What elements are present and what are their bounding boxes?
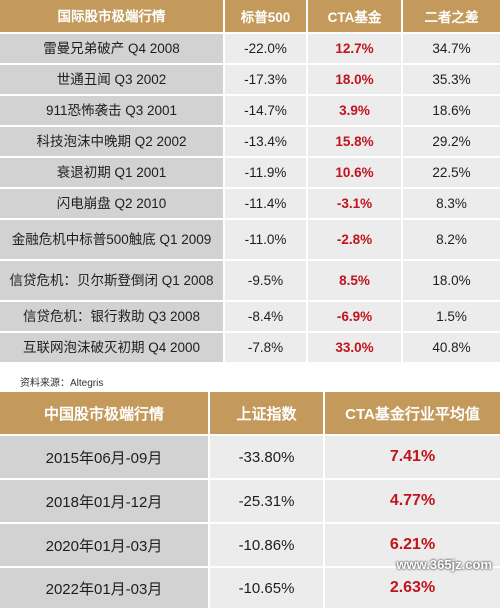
- cta-cell: 6.21%: [325, 524, 500, 568]
- table-row: 2015年06月-09月 -33.80% 7.41%: [0, 436, 500, 480]
- header-sp500: 标普500: [225, 0, 308, 34]
- table-row: 互联网泡沫破灭初期 Q4 2000 -7.8% 33.0% 40.8%: [0, 333, 500, 364]
- index-cell: -10.86%: [210, 524, 325, 568]
- table-row: 闪电崩盘 Q2 2010 -11.4% -3.1% 8.3%: [0, 189, 500, 220]
- sp500-cell: -17.3%: [225, 65, 308, 96]
- cta-cell: 4.77%: [325, 480, 500, 524]
- table-row: 衰退初期 Q1 2001 -11.9% 10.6% 22.5%: [0, 158, 500, 189]
- diff-cell: 1.5%: [403, 302, 500, 333]
- event-cell: 金融危机中标普500触底 Q1 2009: [0, 220, 225, 261]
- event-cell: 科技泡沫中晚期 Q2 2002: [0, 127, 225, 158]
- cta-cell: 3.9%: [308, 96, 403, 127]
- sp500-cell: -22.0%: [225, 34, 308, 65]
- watermark: www.365jz.com: [396, 557, 492, 572]
- cta-cell: 7.41%: [325, 436, 500, 480]
- cta-cell: 12.7%: [308, 34, 403, 65]
- table-row: 信贷危机：银行救助 Q3 2008 -8.4% -6.9% 1.5%: [0, 302, 500, 333]
- event-cell: 衰退初期 Q1 2001: [0, 158, 225, 189]
- cta-cell: 18.0%: [308, 65, 403, 96]
- header-period: 中国股市极端行情: [0, 392, 210, 436]
- table-header-row: 国际股市极端行情 标普500 CTA基金 二者之差: [0, 0, 500, 34]
- event-cell: 互联网泡沫破灭初期 Q4 2000: [0, 333, 225, 364]
- diff-cell: 35.3%: [403, 65, 500, 96]
- diff-cell: 34.7%: [403, 34, 500, 65]
- header-event: 国际股市极端行情: [0, 0, 225, 34]
- event-cell: 雷曼兄弟破产 Q4 2008: [0, 34, 225, 65]
- table-row: 信贷危机：贝尔斯登倒闭 Q1 2008 -9.5% 8.5% 18.0%: [0, 261, 500, 302]
- header-cta-average: CTA基金行业平均值: [325, 392, 500, 436]
- event-cell: 世通丑闻 Q3 2002: [0, 65, 225, 96]
- event-cell: 911恐怖袭击 Q3 2001: [0, 96, 225, 127]
- international-market-table: 国际股市极端行情 标普500 CTA基金 二者之差 雷曼兄弟破产 Q4 2008…: [0, 0, 500, 364]
- sp500-cell: -7.8%: [225, 333, 308, 364]
- table-row: 2018年01月-12月 -25.31% 4.77%: [0, 480, 500, 524]
- index-cell: -33.80%: [210, 436, 325, 480]
- sp500-cell: -9.5%: [225, 261, 308, 302]
- source-note: 资料来源：Altegris: [20, 378, 104, 389]
- sp500-cell: -13.4%: [225, 127, 308, 158]
- sp500-cell: -11.4%: [225, 189, 308, 220]
- cta-cell: 15.8%: [308, 127, 403, 158]
- cta-cell: -3.1%: [308, 189, 403, 220]
- table-row: 2020年01月-03月 -10.86% 6.21%: [0, 524, 500, 568]
- sp500-cell: -8.4%: [225, 302, 308, 333]
- period-cell: 2018年01月-12月: [0, 480, 210, 524]
- cta-cell: -6.9%: [308, 302, 403, 333]
- china-market-table: 中国股市极端行情 上证指数 CTA基金行业平均值 2015年06月-09月 -3…: [0, 392, 500, 610]
- table-row: 世通丑闻 Q3 2002 -17.3% 18.0% 35.3%: [0, 65, 500, 96]
- diff-cell: 40.8%: [403, 333, 500, 364]
- table-row: 雷曼兄弟破产 Q4 2008 -22.0% 12.7% 34.7%: [0, 34, 500, 65]
- diff-cell: 18.6%: [403, 96, 500, 127]
- period-cell: 2020年01月-03月: [0, 524, 210, 568]
- index-cell: -10.65%: [210, 568, 325, 610]
- cta-cell: 2.63%: [325, 568, 500, 610]
- table-row: 科技泡沫中晚期 Q2 2002 -13.4% 15.8% 29.2%: [0, 127, 500, 158]
- table-row: 金融危机中标普500触底 Q1 2009 -11.0% -2.8% 8.2%: [0, 220, 500, 261]
- table-header-row: 中国股市极端行情 上证指数 CTA基金行业平均值: [0, 392, 500, 436]
- index-cell: -25.31%: [210, 480, 325, 524]
- header-index: 上证指数: [210, 392, 325, 436]
- event-cell: 信贷危机：银行救助 Q3 2008: [0, 302, 225, 333]
- event-cell: 信贷危机：贝尔斯登倒闭 Q1 2008: [0, 261, 225, 302]
- table-row: 911恐怖袭击 Q3 2001 -14.7% 3.9% 18.6%: [0, 96, 500, 127]
- period-cell: 2022年01月-03月: [0, 568, 210, 610]
- diff-cell: 29.2%: [403, 127, 500, 158]
- diff-cell: 18.0%: [403, 261, 500, 302]
- sp500-cell: -11.9%: [225, 158, 308, 189]
- diff-cell: 8.3%: [403, 189, 500, 220]
- diff-cell: 8.2%: [403, 220, 500, 261]
- period-cell: 2015年06月-09月: [0, 436, 210, 480]
- cta-cell: 33.0%: [308, 333, 403, 364]
- sp500-cell: -14.7%: [225, 96, 308, 127]
- cta-cell: 8.5%: [308, 261, 403, 302]
- cta-cell: -2.8%: [308, 220, 403, 261]
- header-diff: 二者之差: [403, 0, 500, 34]
- event-cell: 闪电崩盘 Q2 2010: [0, 189, 225, 220]
- diff-cell: 22.5%: [403, 158, 500, 189]
- sp500-cell: -11.0%: [225, 220, 308, 261]
- cta-cell: 10.6%: [308, 158, 403, 189]
- header-cta: CTA基金: [308, 0, 403, 34]
- table-row: 2022年01月-03月 -10.65% 2.63%: [0, 568, 500, 610]
